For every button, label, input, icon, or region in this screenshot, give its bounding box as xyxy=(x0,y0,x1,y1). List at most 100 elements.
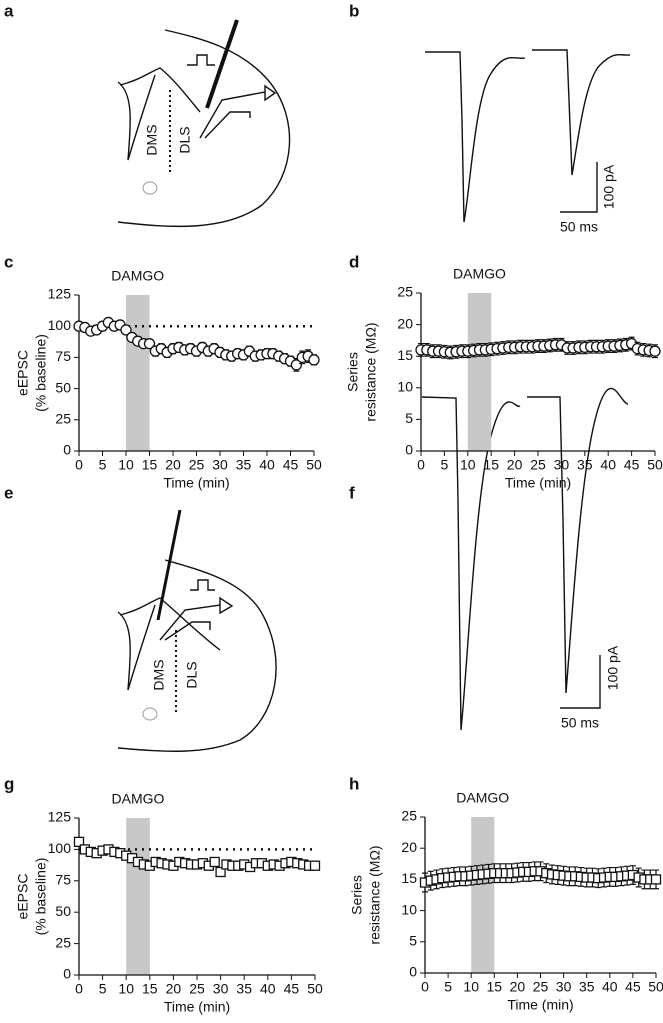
x-tick-label: 15 xyxy=(142,457,158,473)
brain-diagram: DMS DLS xyxy=(117,19,291,228)
y-axis-label: Series xyxy=(349,875,365,915)
y-axis-label: (% baseline) xyxy=(33,334,49,412)
y-tick-label: 0 xyxy=(409,964,417,980)
treatment-shade xyxy=(126,295,150,451)
x-tick-label: 45 xyxy=(283,457,299,473)
x-tick-label: 0 xyxy=(417,457,425,473)
x-tick-label: 0 xyxy=(75,981,83,997)
x-tick-label: 20 xyxy=(507,457,523,473)
y-tick-label: 0 xyxy=(405,442,413,458)
y-tick-label: 15 xyxy=(401,870,417,886)
y-axis-label: resistance (MΩ) xyxy=(363,322,379,421)
x-tick-label: 10 xyxy=(463,979,479,995)
treatment-shade xyxy=(471,817,495,973)
x-tick-label: 10 xyxy=(118,981,134,997)
x-tick-label: 20 xyxy=(165,457,181,473)
x-tick-label: 35 xyxy=(236,981,252,997)
annotation: DAMGO xyxy=(453,266,506,282)
x-tick-label: 20 xyxy=(510,979,526,995)
x-tick-label: 40 xyxy=(600,457,616,473)
x-tick-label: 30 xyxy=(212,457,228,473)
y-tick-label: 75 xyxy=(55,872,71,888)
data-point xyxy=(209,856,220,868)
y-tick-label: 25 xyxy=(55,411,71,427)
data-point xyxy=(309,860,321,871)
x-tick-label: 40 xyxy=(260,981,276,997)
x-tick-label: 0 xyxy=(421,979,429,995)
y-tick-label: 0 xyxy=(63,966,71,982)
x-tick-label: 45 xyxy=(284,981,300,997)
x-axis-label: Time (min) xyxy=(163,475,229,491)
x-tick-label: 40 xyxy=(259,457,275,473)
y-axis-label: Series xyxy=(345,352,361,392)
data-point xyxy=(120,324,132,336)
data-point xyxy=(650,874,662,885)
x-tick-label: 35 xyxy=(236,457,252,473)
y-tick-label: 25 xyxy=(55,934,71,950)
y-tick-label: 25 xyxy=(397,284,413,300)
y-tick-label: 10 xyxy=(397,379,413,395)
x-tick-label: 25 xyxy=(533,979,549,995)
y-tick-label: 75 xyxy=(55,348,71,364)
panel-label: d xyxy=(349,252,359,271)
y-tick-label: 5 xyxy=(405,410,413,426)
x-tick-label: 25 xyxy=(189,457,205,473)
x-tick-label: 25 xyxy=(189,981,205,997)
y-axis-label: eEPSC xyxy=(15,874,31,920)
x-tick-label: 20 xyxy=(166,981,182,997)
x-axis-label: Time (min) xyxy=(164,999,230,1015)
scale-label: 100 pA xyxy=(601,164,617,209)
y-axis-label: (% baseline) xyxy=(33,858,49,936)
annotation: DAMGO xyxy=(456,790,509,806)
x-tick-label: 45 xyxy=(625,979,641,995)
y-axis-label: eEPSC xyxy=(15,350,31,396)
x-tick-label: 10 xyxy=(118,457,134,473)
panel-label: g xyxy=(4,774,14,793)
x-tick-label: 30 xyxy=(556,979,572,995)
x-tick-label: 15 xyxy=(142,981,158,997)
region-label: DLS xyxy=(177,126,193,153)
data-point xyxy=(290,359,303,371)
x-tick-label: 30 xyxy=(554,457,570,473)
scale-label: 50 ms xyxy=(561,715,599,731)
data-point xyxy=(215,866,226,878)
y-tick-label: 15 xyxy=(397,347,413,363)
y-tick-label: 125 xyxy=(48,809,72,825)
brain-diagram: DMS DLS xyxy=(117,509,277,752)
y-tick-label: 125 xyxy=(48,286,72,302)
x-tick-label: 5 xyxy=(444,979,452,995)
panel-label: e xyxy=(4,483,13,502)
panel-label: f xyxy=(349,483,355,502)
y-tick-label: 10 xyxy=(401,901,417,917)
x-tick-label: 50 xyxy=(647,457,663,473)
treatment-shade xyxy=(126,818,150,975)
x-axis-label: Time (min) xyxy=(507,997,573,1013)
region-label: DLS xyxy=(184,661,200,688)
annotation: DAMGO xyxy=(112,791,165,807)
y-tick-label: 20 xyxy=(397,315,413,331)
data-point xyxy=(308,354,320,366)
scale-label: 50 ms xyxy=(560,219,598,235)
y-tick-label: 50 xyxy=(55,379,71,395)
treatment-shade xyxy=(467,293,492,451)
x-tick-label: 5 xyxy=(441,457,449,473)
x-tick-label: 10 xyxy=(460,457,476,473)
region-label: DMS xyxy=(144,124,160,155)
y-tick-label: 0 xyxy=(63,442,71,458)
panel-label: b xyxy=(349,1,359,20)
x-tick-label: 30 xyxy=(213,981,229,997)
y-tick-label: 20 xyxy=(401,839,417,855)
y-axis-label: resistance (MΩ) xyxy=(367,845,383,944)
x-tick-label: 35 xyxy=(579,979,595,995)
x-tick-label: 5 xyxy=(99,981,107,997)
annotation: DAMGO xyxy=(111,268,164,284)
scale-label: 100 pA xyxy=(605,645,621,690)
y-tick-label: 100 xyxy=(48,317,72,333)
y-tick-label: 50 xyxy=(55,903,71,919)
y-tick-label: 100 xyxy=(48,840,72,856)
x-tick-label: 50 xyxy=(648,979,663,995)
x-tick-label: 5 xyxy=(99,457,107,473)
panel-label: a xyxy=(4,1,14,20)
data-point xyxy=(143,338,156,350)
